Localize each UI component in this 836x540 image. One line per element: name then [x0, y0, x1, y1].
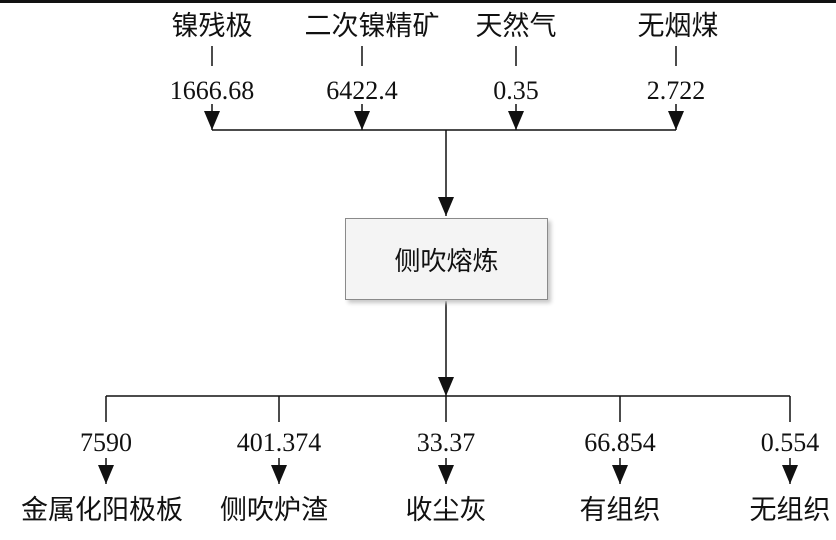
- input-name-4: 无烟煤: [637, 11, 719, 42]
- input-value-4: 2.722: [646, 76, 706, 105]
- input-name-2: 二次镍精矿: [304, 11, 440, 42]
- output-trunk-arrowhead: [438, 377, 454, 396]
- output-name-5: 无组织: [749, 495, 831, 526]
- output-arrowhead-4: [612, 465, 628, 484]
- output-value-1: 7590: [80, 428, 132, 457]
- input-name-1: 镍残极: [171, 11, 253, 42]
- output-value-4: 66.854: [584, 428, 656, 457]
- process-box: 侧吹熔炼: [345, 218, 548, 300]
- output-value-2: 401.374: [236, 428, 322, 457]
- output-value-5: 0.554: [760, 428, 820, 457]
- input-arrowhead-3: [508, 111, 524, 130]
- input-value-3: 0.35: [493, 76, 539, 105]
- input-value-1: 1666.68: [169, 76, 255, 105]
- top-border: [0, 0, 836, 3]
- input-trunk-arrowhead: [438, 197, 454, 216]
- process-label: 侧吹熔炼: [394, 246, 499, 277]
- output-name-4: 有组织: [579, 495, 661, 526]
- output-value-3: 33.37: [416, 428, 476, 457]
- output-name-2: 侧吹炉渣: [220, 495, 328, 526]
- output-arrowhead-5: [782, 465, 798, 484]
- output-arrowhead-1: [98, 465, 114, 484]
- output-name-1: 金属化阳极板: [21, 495, 183, 526]
- output-name-3: 收尘灰: [405, 495, 487, 526]
- output-arrowhead-2: [271, 465, 287, 484]
- input-value-2: 6422.4: [326, 76, 398, 105]
- input-arrowhead-4: [668, 111, 684, 130]
- input-arrowhead-1: [204, 111, 220, 130]
- input-arrowhead-2: [354, 111, 370, 130]
- input-name-3: 天然气: [475, 11, 557, 42]
- output-arrowhead-3: [438, 465, 454, 484]
